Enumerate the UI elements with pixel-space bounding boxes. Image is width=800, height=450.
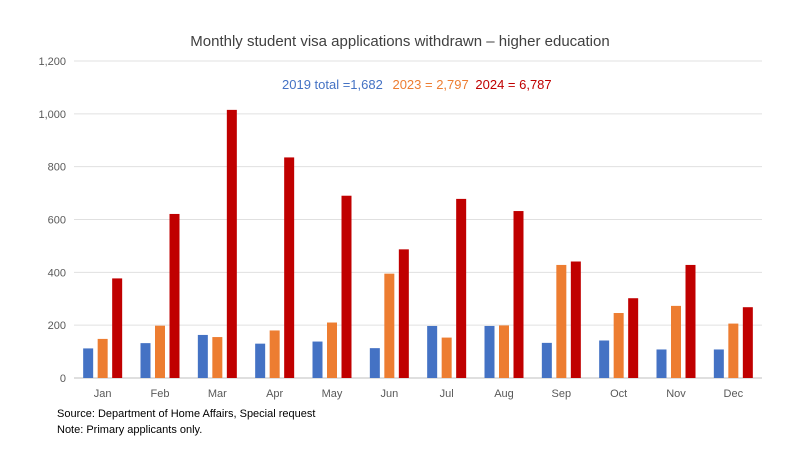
x-tick-label-dec: Dec: [724, 388, 744, 400]
y-tick-label-800: 800: [48, 162, 66, 174]
bar-2024-nov: [685, 264, 696, 378]
x-tick-label-oct: Oct: [610, 388, 627, 400]
chart-title: Monthly student visa applications withdr…: [190, 33, 609, 50]
bar-2019-oct: [599, 340, 610, 378]
bar-2023-aug: [499, 325, 509, 378]
legend: 2019 total =1,682 2023 = 2,797 2024 = 6,…: [282, 77, 552, 92]
bar-2023-oct: [613, 313, 624, 378]
y-tick-label-200: 200: [48, 320, 66, 332]
bar-2023-may: [327, 322, 337, 378]
gridlines: [74, 60, 762, 379]
bar-2024-jan: [112, 278, 123, 378]
x-tick-label-feb: Feb: [151, 388, 170, 400]
x-tick-label-mar: Mar: [208, 388, 227, 400]
bar-2024-jun: [398, 249, 409, 378]
bar-2024-feb: [169, 213, 180, 378]
legend-2019: 2019 total =1,682: [282, 77, 383, 92]
bar-2023-apr: [269, 330, 280, 378]
bar-2024-apr: [284, 157, 295, 378]
bar-2023-jun: [384, 273, 395, 378]
x-tick-label-nov: Nov: [666, 388, 686, 400]
bar-2019-apr: [255, 343, 266, 378]
source-note: Source: Department of Home Affairs, Spec…: [57, 408, 315, 420]
bar-2019-sep: [541, 342, 552, 378]
legend-2024: 2024 = 6,787: [475, 77, 551, 92]
bar-2019-jan: [83, 348, 94, 378]
bar-2019-jul: [427, 325, 438, 378]
y-tick-label-0: 0: [60, 373, 66, 385]
y-tick-label-1200: 1,200: [38, 56, 66, 68]
bar-2024-mar: [226, 109, 237, 378]
bar-2019-dec: [713, 349, 724, 378]
bar-2019-jun: [369, 348, 380, 378]
x-tick-label-jun: Jun: [380, 388, 398, 400]
bar-2024-jul: [456, 198, 467, 378]
x-tick-label-aug: Aug: [494, 388, 514, 400]
x-tick-label-may: May: [322, 388, 343, 400]
x-tick-label-jan: Jan: [94, 388, 112, 400]
bar-2019-feb: [140, 343, 151, 378]
y-tick-label-400: 400: [48, 267, 66, 279]
bar-2023-jul: [441, 337, 452, 378]
bar-2023-feb: [155, 325, 165, 378]
bar-2023-nov: [671, 305, 681, 378]
bar-2023-dec: [728, 323, 739, 378]
y-tick-label-1000: 1,000: [38, 109, 66, 121]
x-tick-label-sep: Sep: [552, 388, 572, 400]
bar-2024-dec: [742, 307, 753, 378]
bar-2024-aug: [513, 211, 524, 378]
bar-2019-mar: [197, 334, 208, 378]
bar-2024-sep: [570, 261, 581, 378]
bar-2023-jan: [97, 338, 108, 378]
bars: [83, 109, 753, 378]
x-tick-label-apr: Apr: [266, 388, 283, 400]
x-tick-label-jul: Jul: [440, 388, 454, 400]
bar-2023-mar: [212, 337, 223, 378]
legend-2023: 2023 = 2,797: [392, 77, 468, 92]
bar-2019-may: [312, 341, 323, 378]
primary-applicants-note: Note: Primary applicants only.: [57, 424, 202, 436]
bar-2024-may: [341, 195, 352, 378]
x-axis: Jan Feb Mar Apr May Jun Jul Aug Sep Oct Nov Dec: [94, 388, 744, 400]
y-tick-label-600: 600: [48, 215, 66, 227]
y-axis: 0 200 400 600 800 1,000 1,200: [38, 56, 66, 385]
bar-2019-nov: [656, 349, 667, 378]
bar-2024-oct: [628, 298, 639, 378]
bar-2023-sep: [556, 264, 567, 378]
bar-2019-aug: [484, 325, 495, 378]
